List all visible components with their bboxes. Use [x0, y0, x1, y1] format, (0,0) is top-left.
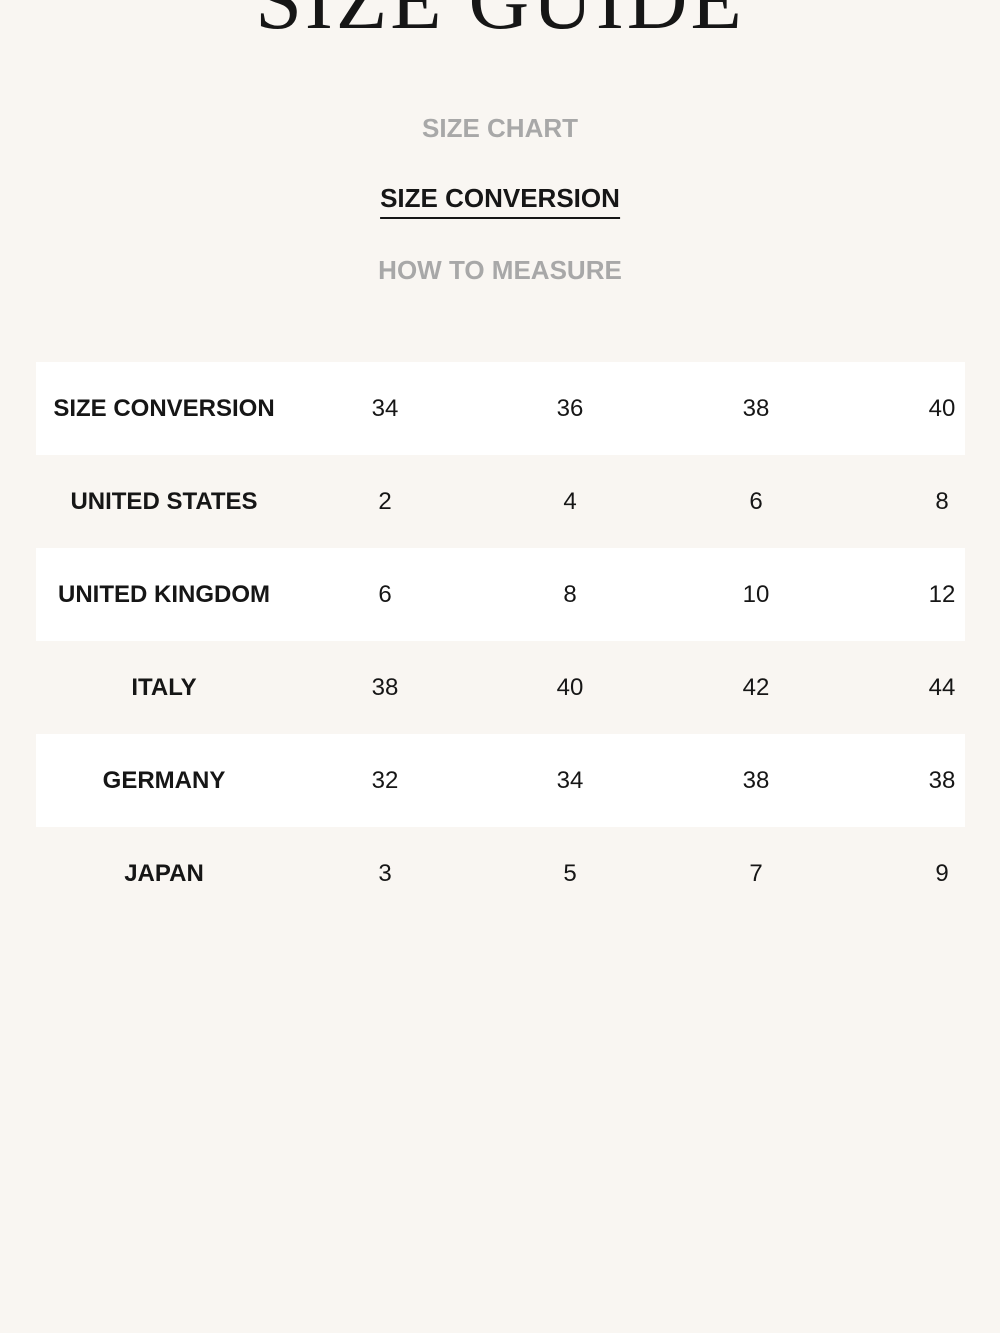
size-cell: 9	[935, 860, 949, 887]
row-label: UNITED STATES	[70, 488, 258, 515]
tab[interactable]: SIZE CONVERSION	[380, 183, 620, 219]
row-label: GERMANY	[102, 767, 226, 794]
size-cell: 10	[742, 581, 770, 608]
size-cell: 38	[742, 395, 770, 422]
size-cell: 8	[563, 581, 577, 608]
table-row: UNITED STATES 2 4 6 8	[36, 455, 965, 548]
size-cell: 44	[928, 674, 956, 701]
row-label: SIZE CONVERSION	[53, 395, 275, 422]
size-cell: 38	[928, 767, 956, 794]
size-cell: 38	[742, 767, 770, 794]
table-row: GERMANY 32 34 38 38	[36, 734, 965, 827]
size-cell: 6	[378, 581, 392, 608]
row-label: JAPAN	[124, 860, 204, 887]
size-cell: 3	[378, 860, 392, 887]
size-cell: 34	[556, 767, 584, 794]
size-cell: 8	[935, 488, 949, 515]
table-row: SIZE CONVERSION 34 36 38 40	[36, 362, 965, 455]
row-label: ITALY	[131, 674, 197, 701]
size-cell: 4	[563, 488, 577, 515]
size-cell: 38	[371, 674, 399, 701]
row-label: UNITED KINGDOM	[58, 581, 270, 608]
size-cell: 5	[563, 860, 577, 887]
size-cell: 40	[928, 395, 956, 422]
table-row: ITALY 38 40 42 44	[36, 641, 965, 734]
table-row: JAPAN 3 5 7 9	[36, 827, 965, 920]
size-cell: 32	[371, 767, 399, 794]
size-cell: 7	[749, 860, 763, 887]
size-cell: 42	[742, 674, 770, 701]
table-row: UNITED KINGDOM 6 8 10 12	[36, 548, 965, 641]
size-cell: 40	[556, 674, 584, 701]
size-cell: 6	[749, 488, 763, 515]
size-cell: 12	[928, 581, 956, 608]
size-cell: 36	[556, 395, 584, 422]
page-title: SIZE GUIDE	[255, 0, 745, 47]
size-cell: 2	[378, 488, 392, 515]
size-cell: 34	[371, 395, 399, 422]
tab[interactable]: SIZE CHART	[422, 113, 578, 143]
tab[interactable]: HOW TO MEASURE	[378, 255, 622, 285]
